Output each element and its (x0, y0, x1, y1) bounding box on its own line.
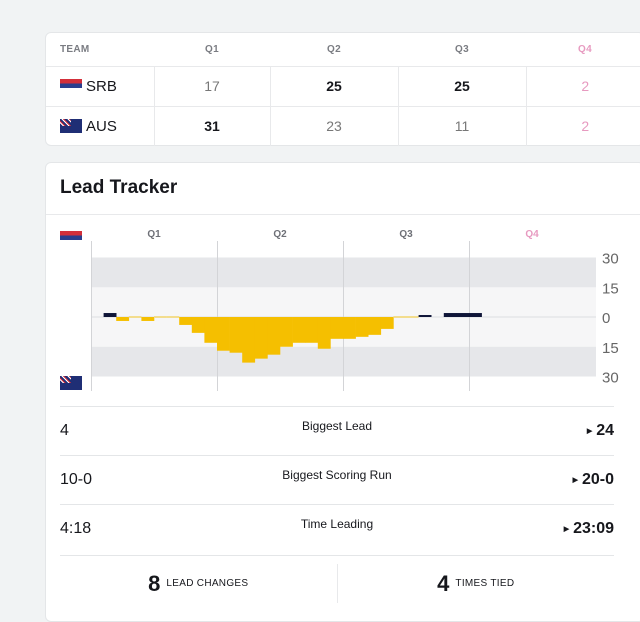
header-q1: Q1 (205, 43, 219, 55)
aus-lead-bar (141, 317, 155, 321)
stat-row-biggest-run: 10-0 Biggest Scoring Run ▶ 20-0 (60, 455, 614, 504)
aus-lead-bar (229, 317, 243, 353)
stat-row-biggest-lead: 4 Biggest Lead ▶ 24 (60, 406, 614, 455)
score-q4: 2 (525, 65, 640, 106)
aus-lead-bar (292, 317, 306, 343)
srb-lead-bar (418, 315, 432, 317)
srb-value: 10-0 (60, 471, 93, 488)
aus-lead-bar (343, 317, 356, 339)
summary-row: 8 LEAD CHANGES 4 TIMES TIED (60, 555, 614, 611)
y-tick-label: 0 (602, 310, 610, 327)
quarter-label: Q3 (399, 229, 413, 240)
y-tick-label: 15 (602, 280, 619, 297)
table-row: SRB 17 25 25 2 (46, 65, 640, 106)
aus-value: ▶ 23:09 (563, 520, 614, 537)
serbia-flag-icon (60, 231, 82, 245)
aus-lead-bar (330, 317, 344, 339)
stat-label: Biggest Scoring Run (282, 468, 392, 482)
triangle-right-icon: ▶ (586, 428, 593, 435)
aus-lead-bar (242, 317, 256, 363)
srb-lead-bar (456, 313, 470, 317)
aus-lead-bar (355, 317, 369, 337)
srb-lead-bar (469, 313, 482, 317)
triangle-right-icon: ▶ (572, 477, 578, 484)
stat-label: Time Leading (300, 517, 374, 531)
quarter-label: Q1 (147, 229, 161, 240)
score-q2: 23 (269, 105, 398, 146)
header-row: TEAM Q1 Q2 Q3 Q4 (46, 33, 640, 66)
srb-value: 4:18 (60, 520, 92, 537)
aus-lead-bar (280, 317, 293, 347)
score-q1: 31 (153, 105, 270, 146)
australia-flag-icon (60, 376, 82, 390)
srb-value: 4 (60, 422, 69, 439)
team-name: SRB (86, 77, 117, 95)
aus-lead-bar (380, 317, 394, 329)
header-q2: Q2 (327, 43, 341, 55)
score-q3: 11 (397, 105, 526, 146)
serbia-flag-icon (60, 78, 82, 93)
quarter-label: Q4 (525, 229, 539, 240)
aus-value: ▶ 24 (586, 422, 614, 439)
tie-bar (154, 316, 167, 318)
srb-lead-bar (103, 313, 117, 317)
times-tied: 4 TIMES TIED (437, 570, 515, 596)
team-cell: AUS (46, 105, 154, 146)
aus-lead-bar (254, 317, 268, 359)
header-q3: Q3 (455, 43, 469, 55)
score-q2: 25 (269, 65, 398, 106)
tie-bar (128, 316, 142, 318)
aus-lead-bar (267, 317, 281, 355)
lead-tracker-card: Lead Tracker Q1 Q2 Q3 Q4 30 15 0 15 30 4 Biggest… (45, 162, 640, 622)
score-q4: 2 (525, 105, 640, 146)
aus-lead-bar (116, 317, 130, 321)
aus-value: ▶ 20-0 (572, 471, 614, 488)
lead-changes: 8 LEAD CHANGES (60, 564, 338, 603)
y-tick-label: 30 (602, 370, 619, 387)
aus-lead-bar (317, 317, 331, 349)
stat-row-time-leading: 4:18 Time Leading ▶ 23:09 (60, 504, 614, 553)
scoreboard-table: TEAM Q1 Q2 Q3 Q4 SRB 17 25 25 2 AUS 31 2… (46, 33, 640, 146)
aus-lead-bar (179, 317, 193, 325)
lead-tracker-title: Lead Tracker (46, 163, 640, 215)
srb-lead-bar (443, 313, 457, 317)
team-name: AUS (86, 117, 117, 135)
aus-lead-bar (204, 317, 218, 343)
header-team: TEAM (60, 43, 90, 55)
scoreboard-card: TEAM Q1 Q2 Q3 Q4 SRB 17 25 25 2 AUS 31 2… (45, 32, 640, 146)
tie-bar (406, 316, 419, 318)
table-row: AUS 31 23 11 2 (46, 105, 640, 146)
aus-lead-bar (368, 317, 382, 335)
quarter-label: Q2 (273, 229, 287, 240)
y-tick-label: 15 (602, 340, 619, 357)
australia-flag-icon (60, 118, 82, 133)
header-q4: Q4 (578, 43, 592, 55)
y-tick-label: 30 (602, 251, 619, 268)
lead-chart: Q1 Q2 Q3 Q4 30 15 0 15 30 (91, 229, 619, 391)
score-q3: 25 (397, 65, 526, 106)
score-q1: 17 (153, 65, 270, 106)
tie-bar (393, 316, 406, 318)
aus-lead-bar (217, 317, 230, 351)
aus-lead-bar (191, 317, 205, 333)
stat-label: Biggest Lead (301, 419, 373, 433)
triangle-right-icon: ▶ (563, 526, 570, 533)
team-cell: SRB (46, 65, 154, 106)
tie-bar (166, 316, 180, 318)
aus-lead-bar (305, 317, 319, 343)
